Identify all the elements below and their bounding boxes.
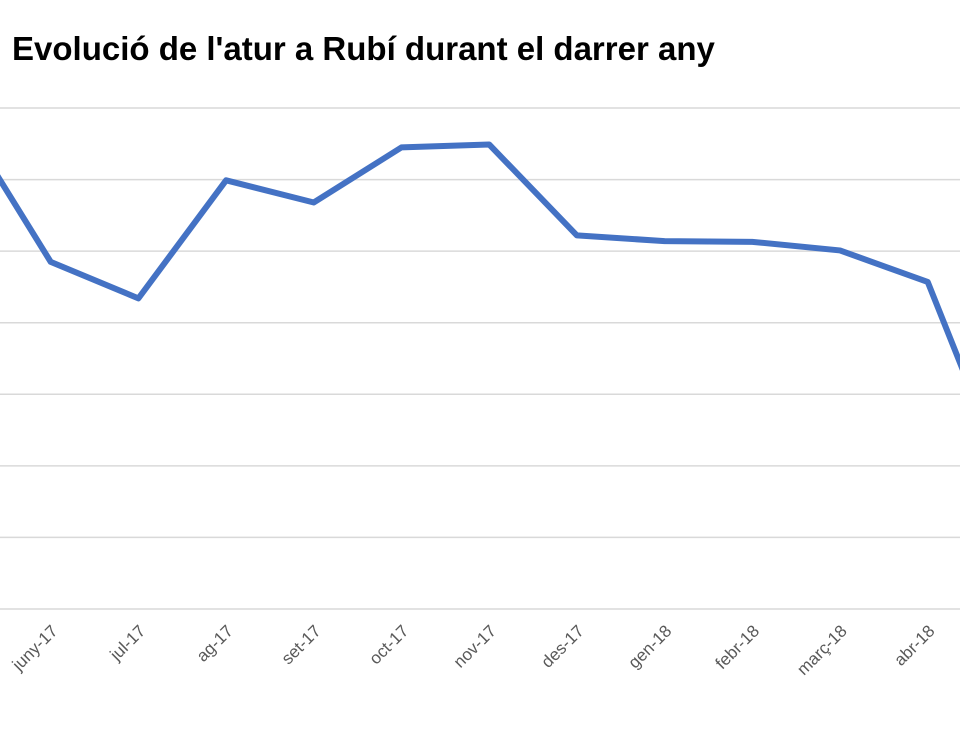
data-line [0,141,960,371]
x-tick-label: abr-18 [890,621,938,669]
x-tick-label: ag-17 [193,621,237,665]
x-tick-label: nov-17 [450,621,500,671]
x-tick-label: jul-17 [106,621,150,665]
x-tick-label: set-17 [278,621,325,668]
x-tick-label: des-17 [538,621,588,671]
x-tick-label: juny-17 [8,621,62,675]
x-tick-label: febr-18 [712,621,764,673]
chart-title: Evolució de l'atur a Rubí durant el darr… [12,30,715,67]
x-tick-label: gen-18 [625,621,676,672]
x-tick-label: oct-17 [365,621,412,668]
x-tick-label: març-18 [793,621,851,679]
